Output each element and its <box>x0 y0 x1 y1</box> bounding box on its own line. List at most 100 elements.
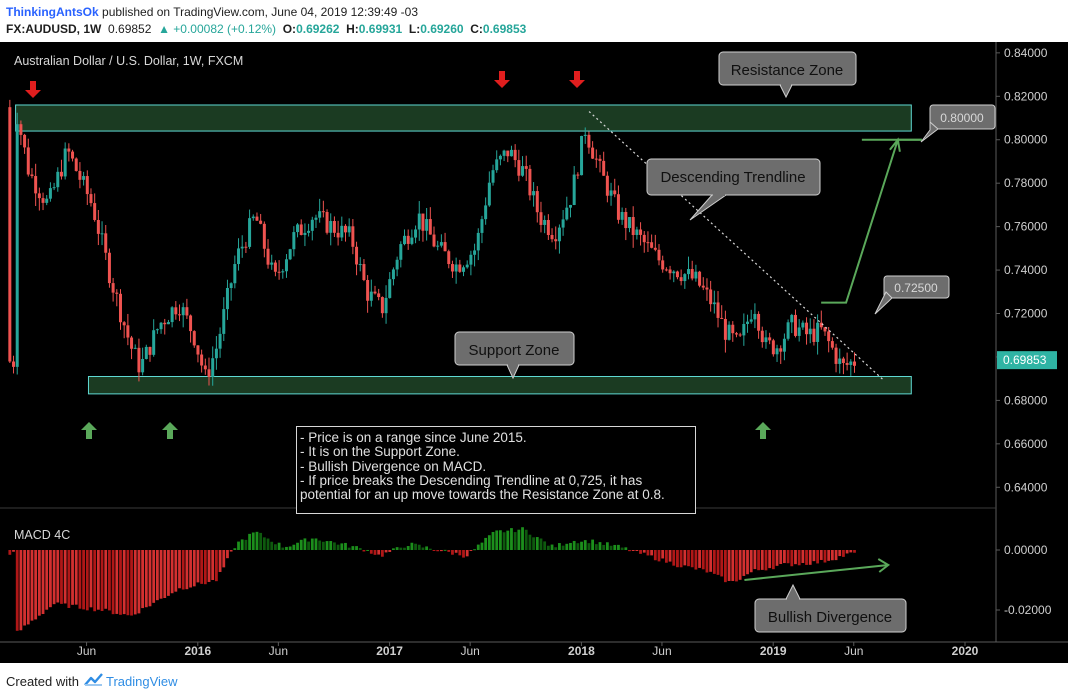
target-low-callout[interactable]: 0.72500 <box>874 275 950 315</box>
close-label: C: <box>470 22 483 36</box>
macd-bar <box>266 538 270 550</box>
candle-body <box>443 242 447 252</box>
candle-body <box>296 224 300 233</box>
macd-bar <box>657 550 661 562</box>
candle-body <box>543 219 547 225</box>
candle-body <box>222 309 226 334</box>
macd-bar <box>473 549 476 551</box>
macd-bar <box>543 541 547 550</box>
macd-bar <box>281 547 285 550</box>
projection-path[interactable] <box>821 138 922 304</box>
candle-body <box>358 264 362 266</box>
candle-body <box>391 269 395 280</box>
macd-bar <box>237 541 240 550</box>
macd-bar <box>274 544 277 550</box>
resistance-zone[interactable] <box>15 104 912 132</box>
candle-body <box>550 234 554 240</box>
macd-bar <box>310 538 314 550</box>
candle-body <box>823 327 827 332</box>
candle-body <box>749 319 753 322</box>
support-callout[interactable]: Support Zone <box>454 331 575 380</box>
macd-bar <box>307 541 311 550</box>
tradingview-logo-icon[interactable] <box>84 672 104 688</box>
macd-bar <box>805 550 808 565</box>
macd-bar <box>620 547 624 550</box>
macd-bar <box>362 550 366 552</box>
candle-body <box>450 264 454 272</box>
macd-bar <box>196 550 200 583</box>
candle-body <box>384 297 388 314</box>
note-4: - If price breaks the Descending Trendli… <box>300 472 665 503</box>
svg-text:0.69853: 0.69853 <box>1003 353 1047 367</box>
analysis-notes: - Price is on a range since June 2015. -… <box>296 426 696 514</box>
candle-body <box>178 314 182 316</box>
candle-body <box>414 229 418 238</box>
time-tick-label: Jun <box>652 644 671 658</box>
resistance-callout[interactable]: Resistance Zone <box>718 51 857 99</box>
macd-bar <box>122 550 126 615</box>
candle-body <box>355 246 359 265</box>
macd-bar <box>465 550 469 557</box>
time-tick-label: 2017 <box>376 644 403 658</box>
descending-trendline[interactable] <box>588 111 885 382</box>
macd-bar <box>517 529 521 550</box>
high-label: H: <box>346 22 359 36</box>
candle-body <box>144 346 148 359</box>
macd-bar <box>676 550 679 568</box>
target-high-callout[interactable]: 0.80000 <box>920 104 996 143</box>
price-tick-label: 0.76000 <box>1004 220 1048 234</box>
trendline-callout[interactable]: Descending Trendline <box>646 158 821 221</box>
quote-line: FX:AUDUSD, 1W 0.69852 ▲ +0.00082 (+0.12%… <box>6 22 526 36</box>
price-tick-label: 0.68000 <box>1004 393 1048 407</box>
candle-body <box>159 322 163 330</box>
macd-bar <box>133 550 137 615</box>
macd-bar <box>720 550 724 577</box>
candle-body <box>657 249 661 261</box>
candle-body <box>694 271 698 279</box>
macd-bar <box>484 537 488 550</box>
macd-bar <box>487 535 491 550</box>
candle-body <box>74 158 78 171</box>
candle-body <box>679 277 683 282</box>
candle-body <box>292 232 296 250</box>
candle-body <box>731 324 735 334</box>
macd-bar <box>211 550 215 580</box>
macd-bar <box>329 541 333 550</box>
bullish-divergence-callout[interactable]: Bullish Divergence <box>754 583 907 633</box>
candle-body <box>462 267 466 272</box>
macd-bar <box>130 550 133 616</box>
macd-bar <box>797 550 801 566</box>
red-down-arrow-1-icon <box>25 81 41 98</box>
support-zone[interactable] <box>87 376 912 395</box>
candle-body <box>310 219 314 231</box>
macd-bar <box>34 550 38 620</box>
macd-bar <box>178 550 181 589</box>
macd-bar <box>550 544 554 550</box>
candle-body <box>174 307 178 315</box>
candle-body <box>605 175 609 196</box>
macd-bar <box>698 550 701 568</box>
candle-body <box>281 271 285 273</box>
macd-bar <box>56 550 60 603</box>
candle-body <box>336 232 340 238</box>
macd-bar <box>502 532 506 550</box>
price-chart[interactable]: 0.84000 0.82000 0.80000 0.78000 0.76000 0.740… <box>0 42 1068 663</box>
last-price-tag: 0.69853 <box>997 351 1057 370</box>
high-value: 0.69931 <box>358 22 403 36</box>
time-tick-label: 2020 <box>952 644 979 658</box>
tradingview-brand[interactable]: TradingView <box>106 674 178 689</box>
last-price: 0.69852 <box>108 22 152 36</box>
candle-body <box>189 315 193 332</box>
macd-bar <box>830 550 834 561</box>
macd-bar <box>314 538 318 550</box>
candle-body <box>59 171 63 177</box>
time-tick-label: 2019 <box>760 644 787 658</box>
divergence-line[interactable] <box>744 564 889 581</box>
macd-bar <box>207 550 211 582</box>
candle-body <box>207 369 211 377</box>
macd-bar <box>834 550 838 561</box>
candle-body <box>196 345 200 355</box>
macd-bar <box>144 550 148 608</box>
author-link[interactable]: ThinkingAntsOk <box>6 5 99 19</box>
time-tick-label: 2018 <box>568 644 595 658</box>
